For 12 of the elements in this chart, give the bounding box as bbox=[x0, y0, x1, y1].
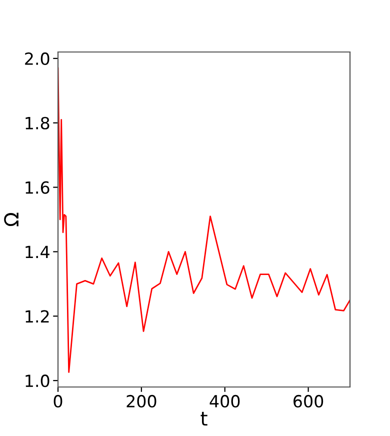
y-tick-label: 2.0 bbox=[25, 52, 50, 66]
y-tick-label: 1.2 bbox=[26, 310, 49, 322]
y-tick-label: 1.4 bbox=[26, 246, 50, 258]
y-axis-title: Ω bbox=[4, 212, 18, 226]
y-tick-label: 1.0 bbox=[26, 374, 50, 388]
x-tick-label: 200 bbox=[126, 394, 156, 408]
x-tick-label: 0 bbox=[54, 394, 62, 408]
x-tick-label: 600 bbox=[294, 394, 324, 408]
x-tick-label: 400 bbox=[210, 394, 240, 408]
y-tick-label: 1.8 bbox=[26, 116, 50, 130]
x-axis-title: t bbox=[200, 412, 208, 426]
y-tick-label: 1.6 bbox=[26, 181, 50, 194]
